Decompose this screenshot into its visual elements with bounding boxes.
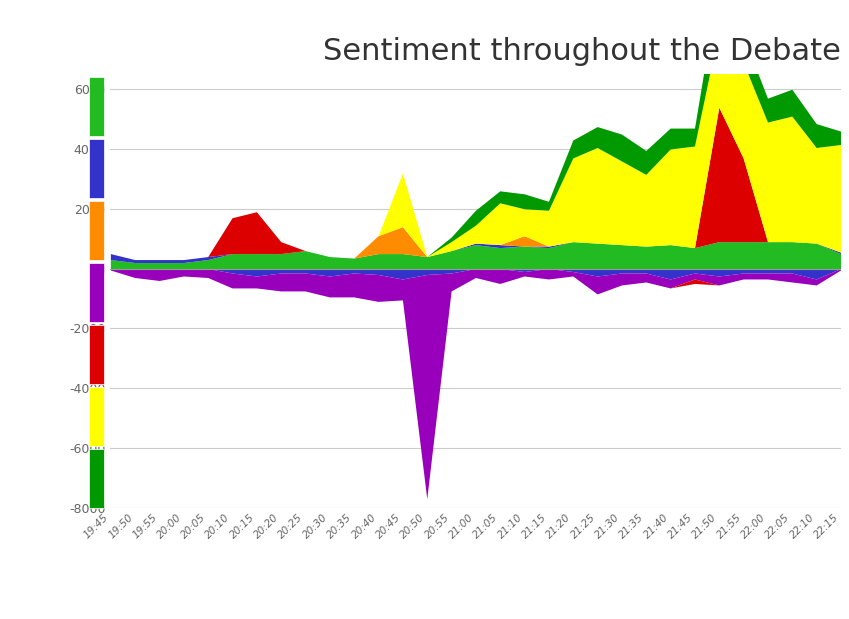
Text: Sentiment throughout the Debate: Sentiment throughout the Debate xyxy=(323,37,841,66)
